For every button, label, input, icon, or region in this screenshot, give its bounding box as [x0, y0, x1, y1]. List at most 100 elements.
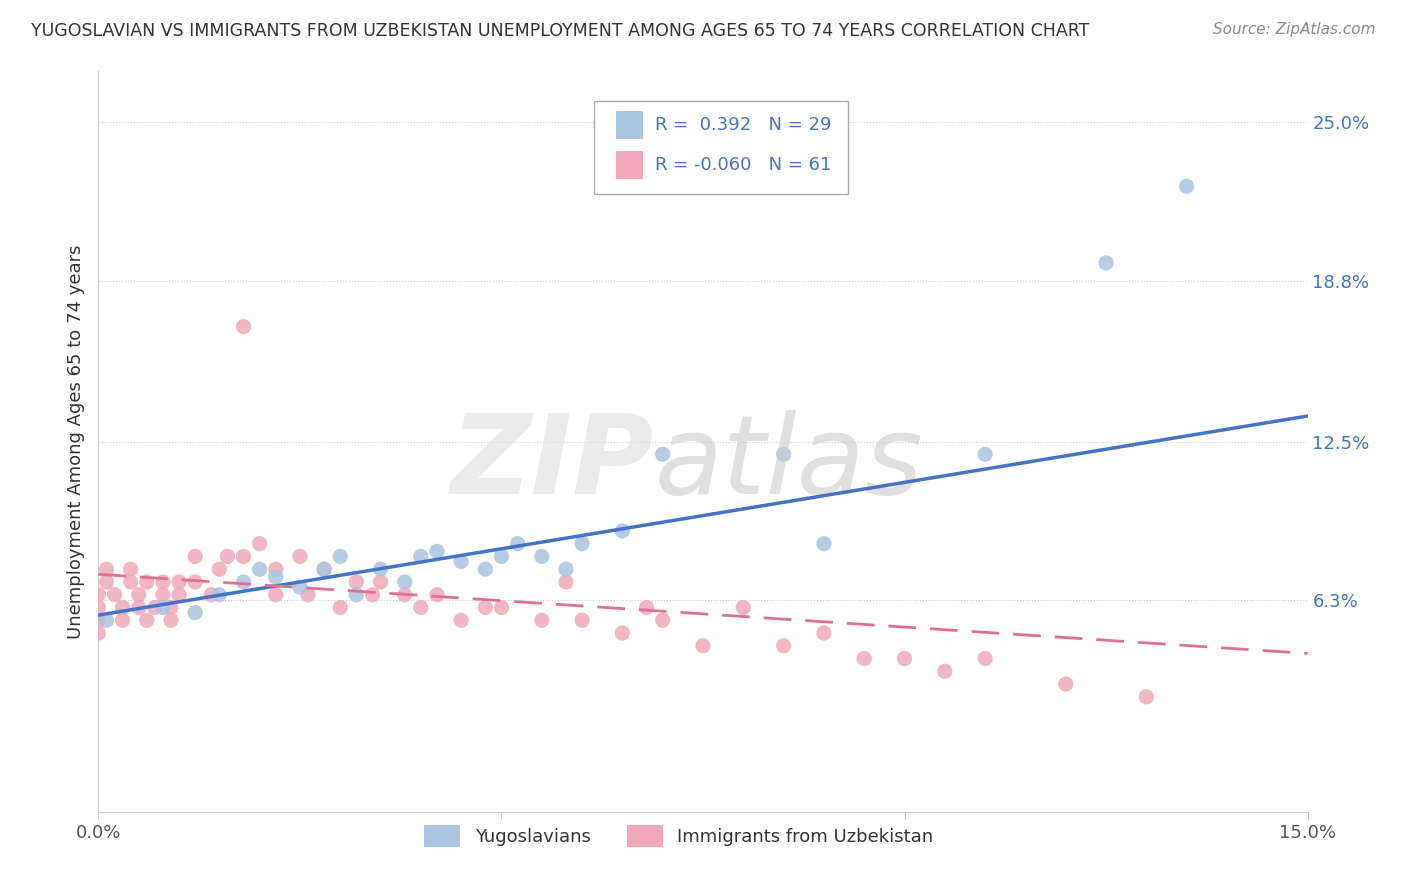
- Point: [555, 574, 578, 589]
- Text: Source: ZipAtlas.com: Source: ZipAtlas.com: [1212, 22, 1375, 37]
- Point: [612, 524, 634, 538]
- Point: [217, 549, 239, 564]
- Point: [934, 665, 956, 679]
- Point: [167, 574, 190, 589]
- Point: [232, 549, 254, 564]
- Point: [772, 639, 794, 653]
- Point: [974, 447, 997, 461]
- Point: [314, 562, 336, 576]
- Point: [530, 613, 553, 627]
- Point: [409, 600, 432, 615]
- Point: [571, 536, 593, 550]
- Legend: Yugoslavians, Immigrants from Uzbekistan: Yugoslavians, Immigrants from Uzbekistan: [418, 818, 941, 855]
- Point: [636, 600, 658, 615]
- Point: [555, 562, 578, 576]
- Point: [249, 562, 271, 576]
- Point: [491, 600, 513, 615]
- Point: [152, 588, 174, 602]
- Point: [120, 562, 142, 576]
- Point: [232, 319, 254, 334]
- Point: [1054, 677, 1077, 691]
- Point: [651, 447, 673, 461]
- Point: [96, 574, 118, 589]
- Point: [87, 588, 110, 602]
- Point: [409, 549, 432, 564]
- Point: [612, 626, 634, 640]
- Point: [111, 613, 134, 627]
- Point: [813, 626, 835, 640]
- Point: [344, 574, 367, 589]
- Point: [264, 562, 287, 576]
- Point: [167, 588, 190, 602]
- Point: [135, 574, 157, 589]
- Point: [249, 536, 271, 550]
- Point: [450, 555, 472, 569]
- Point: [297, 588, 319, 602]
- Point: [974, 651, 997, 665]
- Point: [474, 600, 496, 615]
- Point: [87, 626, 110, 640]
- Point: [184, 549, 207, 564]
- Point: [1175, 179, 1198, 194]
- Text: YUGOSLAVIAN VS IMMIGRANTS FROM UZBEKISTAN UNEMPLOYMENT AMONG AGES 65 TO 74 YEARS: YUGOSLAVIAN VS IMMIGRANTS FROM UZBEKISTA…: [31, 22, 1090, 40]
- Point: [288, 580, 311, 594]
- Point: [474, 562, 496, 576]
- Point: [103, 588, 125, 602]
- Point: [208, 562, 231, 576]
- Point: [426, 544, 449, 558]
- FancyBboxPatch shape: [595, 101, 848, 194]
- Point: [143, 600, 166, 615]
- Point: [152, 600, 174, 615]
- Point: [450, 613, 472, 627]
- Point: [530, 549, 553, 564]
- Point: [288, 549, 311, 564]
- Point: [370, 574, 392, 589]
- Point: [813, 536, 835, 550]
- FancyBboxPatch shape: [616, 112, 643, 139]
- Point: [160, 600, 183, 615]
- Point: [1135, 690, 1157, 704]
- Point: [208, 588, 231, 602]
- Point: [87, 600, 110, 615]
- Point: [344, 588, 367, 602]
- Point: [200, 588, 222, 602]
- Point: [853, 651, 876, 665]
- Point: [87, 613, 110, 627]
- Point: [772, 447, 794, 461]
- Text: ZIP: ZIP: [451, 410, 655, 517]
- Text: R =  0.392   N = 29: R = 0.392 N = 29: [655, 117, 831, 135]
- Point: [264, 588, 287, 602]
- Point: [370, 562, 392, 576]
- Point: [329, 549, 352, 564]
- Text: R = -0.060   N = 61: R = -0.060 N = 61: [655, 156, 831, 174]
- Point: [160, 613, 183, 627]
- Point: [733, 600, 755, 615]
- Point: [571, 613, 593, 627]
- Point: [394, 574, 416, 589]
- Point: [506, 536, 529, 550]
- Point: [111, 600, 134, 615]
- Point: [120, 574, 142, 589]
- Point: [893, 651, 915, 665]
- Point: [96, 613, 118, 627]
- Point: [692, 639, 714, 653]
- Point: [184, 606, 207, 620]
- Point: [1095, 256, 1118, 270]
- Y-axis label: Unemployment Among Ages 65 to 74 years: Unemployment Among Ages 65 to 74 years: [66, 244, 84, 639]
- Point: [426, 588, 449, 602]
- Point: [361, 588, 384, 602]
- Point: [152, 574, 174, 589]
- Point: [128, 600, 150, 615]
- Point: [232, 574, 254, 589]
- Point: [491, 549, 513, 564]
- Point: [184, 574, 207, 589]
- FancyBboxPatch shape: [616, 152, 643, 179]
- Point: [128, 588, 150, 602]
- Point: [96, 562, 118, 576]
- Point: [394, 588, 416, 602]
- Point: [135, 613, 157, 627]
- Point: [329, 600, 352, 615]
- Point: [314, 562, 336, 576]
- Point: [264, 570, 287, 584]
- Point: [651, 613, 673, 627]
